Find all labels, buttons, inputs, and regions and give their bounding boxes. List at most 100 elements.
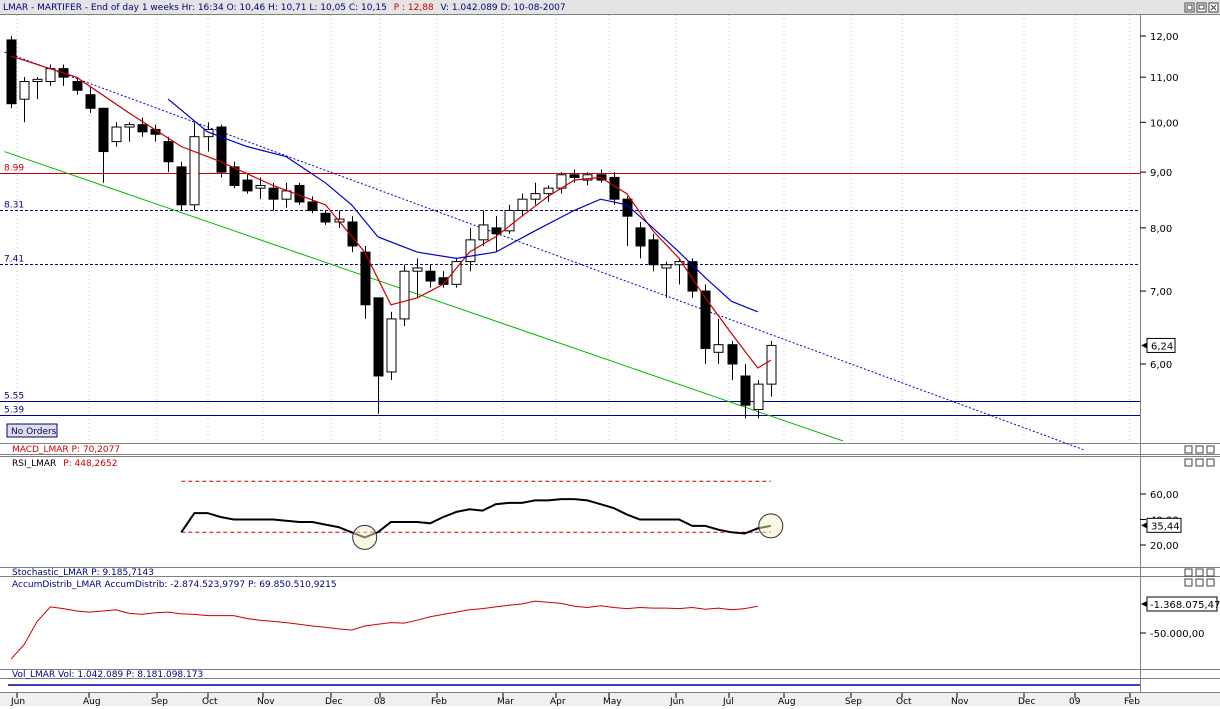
accum-panel: -50.000,00 -1.368.075,47 <box>10 596 1220 660</box>
stochastic-panel-controls[interactable] <box>1184 568 1215 577</box>
candle-up <box>189 136 200 206</box>
candle-up <box>674 261 685 266</box>
candle-down <box>307 201 318 211</box>
price-tick-label: 11,00 <box>1150 73 1179 84</box>
trendline-support <box>4 151 844 442</box>
accum-line <box>10 600 758 660</box>
price-tick-label: 8,00 <box>1150 224 1172 235</box>
x-tick-label: Sep <box>845 697 862 706</box>
candle-up <box>713 344 724 353</box>
x-tick-label: Sep <box>151 697 168 706</box>
rsi-tick-label: 60,00 <box>1150 490 1179 501</box>
candle-down <box>700 290 711 349</box>
x-tick-label: Jun <box>669 697 684 706</box>
price-tick-label: 10,00 <box>1150 118 1179 129</box>
candle-up <box>399 270 410 320</box>
level-label: 8.99 <box>4 164 24 174</box>
candle-down <box>242 179 253 192</box>
rsi-line <box>180 498 771 539</box>
restore-icon[interactable] <box>1184 2 1195 13</box>
candle-up <box>582 174 593 181</box>
rsi-last-box <box>1146 517 1182 533</box>
accum-last-value: -1.368.075,47 <box>1150 600 1220 611</box>
header-info: LMAR - MARTIFER - End of day 1 weeks Hr:… <box>3 3 566 13</box>
candle-down <box>216 126 227 173</box>
accum-tick-label: -50.000,00 <box>1150 629 1205 640</box>
candle-down <box>373 297 384 377</box>
volume-title: Vol_LMAR Vol: 1.042.089 P: 8.181.098.173 <box>12 670 203 680</box>
rsi-highlight-circle <box>758 513 784 539</box>
x-tick-label: May <box>603 697 622 706</box>
x-tick-label: Nov <box>951 697 969 706</box>
candle-up <box>19 80 30 100</box>
x-tick-label: 09 <box>1069 697 1081 706</box>
candle-up <box>124 124 135 128</box>
candle-down <box>740 375 751 406</box>
x-axis-bar <box>0 693 1220 706</box>
rsi-last-value: 35,44 <box>1151 521 1180 532</box>
x-tick-label: Jul <box>722 697 734 706</box>
candle-down <box>425 270 436 282</box>
x-tick-label: Oct <box>896 697 912 706</box>
candle-down <box>85 94 96 109</box>
level-label: 5.39 <box>4 406 24 416</box>
candle-up <box>32 78 43 82</box>
candle-up <box>661 264 672 269</box>
accum-last-box <box>1146 596 1218 612</box>
x-tick-label: Dec <box>325 697 342 706</box>
candle-down <box>687 261 698 292</box>
moving-average-slow <box>167 98 758 313</box>
rsi-last-pointer <box>1141 522 1147 529</box>
candle-down <box>360 251 371 306</box>
level-label: 8.31 <box>4 201 24 211</box>
candle-up <box>45 68 56 82</box>
macd-panel-controls[interactable] <box>1184 445 1215 454</box>
candle-up <box>478 224 489 241</box>
x-tick-label: Dec <box>1018 697 1035 706</box>
no-orders-label: No Orders <box>11 427 57 437</box>
price-panel: 8.99 8.31 7.41 5.55 5.39 12,00 11,00 10,00 9,00… <box>0 15 1179 451</box>
candle-up <box>111 126 122 143</box>
candle-up <box>203 128 214 138</box>
last-price-value: 6,24 <box>1151 341 1173 352</box>
accum-panel-controls[interactable] <box>1184 578 1215 587</box>
accum-title: AccumDistrib_LMAR AccumDistrib: -2.874.5… <box>12 580 337 590</box>
x-tick-label: Nov <box>257 697 275 706</box>
price-tick-label: 6,00 <box>1150 360 1172 371</box>
price-tick-label: 9,00 <box>1150 168 1172 179</box>
x-tick-label: Apr <box>550 697 566 706</box>
rsi-panel-controls[interactable] <box>1184 458 1215 467</box>
candle-down <box>320 212 331 223</box>
candles <box>6 36 777 419</box>
candle-up <box>517 198 528 211</box>
x-tick-label: Aug <box>83 697 101 706</box>
candle-down <box>727 344 738 365</box>
maximize-icon[interactable] <box>1196 2 1207 13</box>
moving-average-fast <box>10 55 772 369</box>
candle-up <box>766 344 777 385</box>
candle-down <box>72 80 83 91</box>
candle-down <box>569 174 580 178</box>
candle-down <box>648 239 659 266</box>
candle-down <box>163 141 174 163</box>
x-axis: Jun Aug Sep Oct Nov Dec 08 Feb Mar Apr May Jun Jul Au… <box>10 693 1140 707</box>
candle-up <box>504 209 515 232</box>
stochastic-title: Stochastic_LMAR P: 9.185,7143 <box>12 568 154 578</box>
close-icon[interactable] <box>1208 2 1219 13</box>
candle-up <box>543 187 554 195</box>
last-price-pointer <box>1141 342 1147 349</box>
candle-down <box>635 227 646 247</box>
candle-up <box>412 267 423 272</box>
rsi-tick-label: 20,00 <box>1150 541 1179 552</box>
candle-down <box>229 166 240 186</box>
x-tick-label: Feb <box>1124 697 1140 706</box>
candle-down <box>491 227 502 235</box>
no-orders-button[interactable]: No Orders <box>6 423 58 438</box>
candle-up <box>753 383 764 410</box>
price-axis: 12,00 11,00 10,00 9,00 8,00 7,00 6,00 6,24 <box>1140 32 1179 371</box>
price-tick-label: 12,00 <box>1150 32 1179 43</box>
x-tick-label: Mar <box>497 697 514 706</box>
